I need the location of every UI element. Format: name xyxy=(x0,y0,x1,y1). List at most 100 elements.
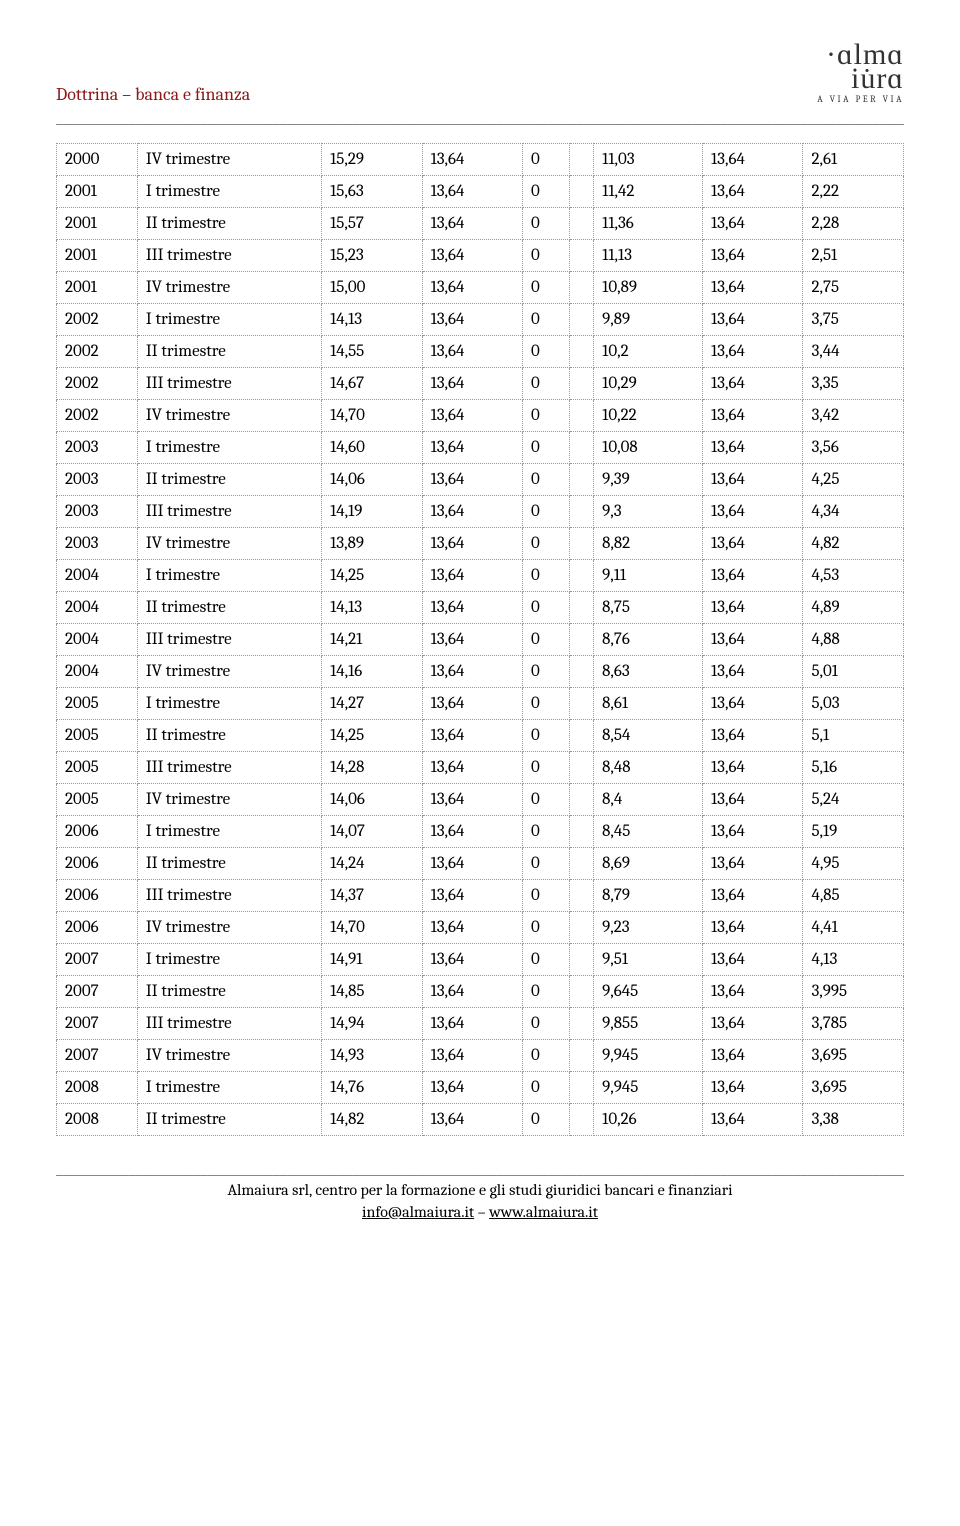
cell: 9,945 xyxy=(594,1040,703,1072)
cell: 2001 xyxy=(57,176,138,208)
cell: 9,645 xyxy=(594,976,703,1008)
cell: 13,64 xyxy=(422,368,522,400)
cell: 4,13 xyxy=(803,944,904,976)
cell: 3,75 xyxy=(803,304,904,336)
cell: 14,06 xyxy=(322,784,422,816)
gap-cell xyxy=(570,1008,594,1040)
table-row: 2004III trimestre14,2113,6408,7613,644,8… xyxy=(57,624,904,656)
cell: 2,28 xyxy=(803,208,904,240)
cell: 13,64 xyxy=(422,496,522,528)
cell: 13,64 xyxy=(422,976,522,1008)
gap-cell xyxy=(570,592,594,624)
cell: 15,29 xyxy=(322,144,422,176)
footer-email-link[interactable]: info@almaiura.it xyxy=(362,1203,474,1221)
cell: 0 xyxy=(523,464,570,496)
table-row: 2004IV trimestre14,1613,6408,6313,645,01 xyxy=(57,656,904,688)
gap-cell xyxy=(570,560,594,592)
gap-cell xyxy=(570,944,594,976)
cell: 3,42 xyxy=(803,400,904,432)
table-row: 2003I trimestre14,6013,64010,0813,643,56 xyxy=(57,432,904,464)
cell: 2,75 xyxy=(803,272,904,304)
cell: 2,61 xyxy=(803,144,904,176)
cell: 8,61 xyxy=(594,688,703,720)
gap-cell xyxy=(570,816,594,848)
table-row: 2001I trimestre15,6313,64011,4213,642,22 xyxy=(57,176,904,208)
cell: 10,08 xyxy=(594,432,703,464)
cell: II trimestre xyxy=(137,592,321,624)
cell: 14,85 xyxy=(322,976,422,1008)
cell: 8,63 xyxy=(594,656,703,688)
cell: 0 xyxy=(523,816,570,848)
cell: 14,24 xyxy=(322,848,422,880)
cell: 2,22 xyxy=(803,176,904,208)
page-heading: Dottrina – banca e finanza xyxy=(56,84,250,105)
cell: 4,85 xyxy=(803,880,904,912)
table-row: 2005II trimestre14,2513,6408,5413,645,1 xyxy=(57,720,904,752)
footer-separator: ________________________________________… xyxy=(56,1162,904,1176)
gap-cell xyxy=(570,1104,594,1136)
cell: 14,37 xyxy=(322,880,422,912)
cell: I trimestre xyxy=(137,1072,321,1104)
data-table: 2000IV trimestre15,2913,64011,0313,642,6… xyxy=(56,143,904,1136)
cell: IV trimestre xyxy=(137,656,321,688)
cell: 13,64 xyxy=(422,1072,522,1104)
cell: 0 xyxy=(523,400,570,432)
cell: 5,19 xyxy=(803,816,904,848)
cell: 0 xyxy=(523,688,570,720)
cell: 2006 xyxy=(57,848,138,880)
cell: 13,64 xyxy=(703,976,803,1008)
cell: 0 xyxy=(523,592,570,624)
cell: 13,64 xyxy=(703,240,803,272)
cell: 13,64 xyxy=(703,560,803,592)
cell: 4,95 xyxy=(803,848,904,880)
gap-cell xyxy=(570,144,594,176)
cell: 13,64 xyxy=(703,144,803,176)
table-row: 2006III trimestre14,3713,6408,7913,644,8… xyxy=(57,880,904,912)
cell: 0 xyxy=(523,496,570,528)
cell: 0 xyxy=(523,880,570,912)
cell: 2005 xyxy=(57,784,138,816)
cell: 13,64 xyxy=(422,464,522,496)
cell: 10,29 xyxy=(594,368,703,400)
table-row: 2007II trimestre14,8513,6409,64513,643,9… xyxy=(57,976,904,1008)
table-row: 2002III trimestre14,6713,64010,2913,643,… xyxy=(57,368,904,400)
table-row: 2007III trimestre14,9413,6409,85513,643,… xyxy=(57,1008,904,1040)
cell: 11,13 xyxy=(594,240,703,272)
gap-cell xyxy=(570,528,594,560)
cell: 4,89 xyxy=(803,592,904,624)
gap-cell xyxy=(570,720,594,752)
cell: 13,64 xyxy=(422,560,522,592)
gap-cell xyxy=(570,432,594,464)
cell: 0 xyxy=(523,368,570,400)
table-row: 2006IV trimestre14,7013,6409,2313,644,41 xyxy=(57,912,904,944)
cell: III trimestre xyxy=(137,624,321,656)
footer-sep: – xyxy=(474,1203,489,1221)
cell: 5,1 xyxy=(803,720,904,752)
gap-cell xyxy=(570,1072,594,1104)
footer-site-link[interactable]: www.almaiura.it xyxy=(489,1203,598,1221)
cell: 2005 xyxy=(57,688,138,720)
cell: 2006 xyxy=(57,816,138,848)
cell: 11,36 xyxy=(594,208,703,240)
cell: 2002 xyxy=(57,336,138,368)
cell: 13,64 xyxy=(703,624,803,656)
gap-cell xyxy=(570,464,594,496)
cell: 14,19 xyxy=(322,496,422,528)
cell: 14,91 xyxy=(322,944,422,976)
cell: 13,64 xyxy=(422,528,522,560)
cell: II trimestre xyxy=(137,1104,321,1136)
table-row: 2001II trimestre15,5713,64011,3613,642,2… xyxy=(57,208,904,240)
table-row: 2004I trimestre14,2513,6409,1113,644,53 xyxy=(57,560,904,592)
cell: 14,70 xyxy=(322,400,422,432)
cell: IV trimestre xyxy=(137,784,321,816)
cell: 13,64 xyxy=(422,688,522,720)
cell: 14,21 xyxy=(322,624,422,656)
cell: 13,64 xyxy=(703,848,803,880)
cell: II trimestre xyxy=(137,336,321,368)
cell: 13,64 xyxy=(422,656,522,688)
cell: 14,82 xyxy=(322,1104,422,1136)
cell: 14,67 xyxy=(322,368,422,400)
table-row: 2001III trimestre15,2313,64011,1313,642,… xyxy=(57,240,904,272)
cell: 3,38 xyxy=(803,1104,904,1136)
cell: 0 xyxy=(523,272,570,304)
